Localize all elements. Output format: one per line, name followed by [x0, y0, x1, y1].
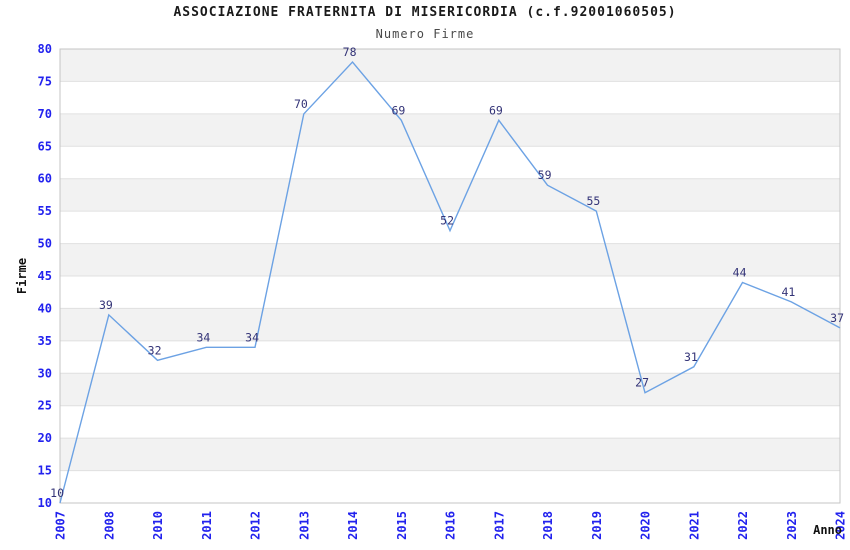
x-axis-title: Anno [813, 523, 842, 537]
data-point-label: 44 [733, 266, 747, 280]
grid-band [60, 276, 840, 309]
x-tick-label: 2021 [687, 511, 701, 540]
x-tick-label: 2018 [541, 511, 555, 540]
grid-band [60, 113, 840, 147]
chart-title: ASSOCIAZIONE FRATERNITA DI MISERICORDIA … [173, 5, 677, 20]
grid-band [60, 146, 840, 179]
y-tick-label: 55 [38, 204, 52, 218]
chart-subtitle: Numero Firme [375, 27, 475, 41]
x-tick-label: 2008 [102, 511, 116, 540]
data-point-label: 32 [148, 343, 162, 357]
data-point-label: 41 [781, 285, 795, 299]
grid-band [60, 308, 840, 341]
y-axis-title: Firme [15, 257, 29, 295]
data-point-label: 70 [294, 97, 308, 111]
data-point-label: 39 [99, 298, 113, 312]
y-tick-label: 75 [38, 74, 52, 88]
grid-band [60, 340, 840, 374]
data-point-label: 69 [489, 103, 503, 117]
y-tick-label: 10 [38, 496, 52, 510]
x-tick-label: 2020 [639, 511, 653, 540]
x-tick-label: 2017 [492, 511, 506, 540]
y-tick-label: 50 [38, 237, 52, 251]
x-tick-label: 2016 [444, 511, 458, 540]
y-tick-label: 40 [38, 301, 52, 315]
x-tick-label: 2011 [200, 511, 214, 540]
data-point-label: 59 [538, 168, 552, 182]
grid-band [60, 243, 840, 276]
x-tick-label: 2010 [151, 511, 165, 540]
grid-band [60, 405, 840, 439]
series-line [59, 60, 841, 504]
data-point-label: 69 [391, 103, 405, 117]
data-point-label: 31 [684, 350, 698, 364]
data-point-label: 37 [830, 311, 844, 325]
y-tick-label: 65 [38, 139, 52, 153]
grid-band [60, 470, 840, 503]
y-tick-label: 45 [38, 269, 52, 283]
x-tick-label: 2022 [736, 511, 750, 540]
y-tick-label: 60 [38, 172, 52, 186]
data-point-label: 78 [343, 45, 357, 59]
data-point-label: 52 [440, 214, 454, 228]
grid-band [60, 49, 840, 82]
grid-band [60, 438, 840, 471]
y-tick-label: 25 [38, 399, 52, 413]
y-tick-label: 35 [38, 334, 52, 348]
data-point-label: 34 [196, 330, 210, 344]
data-point-label: 27 [635, 376, 649, 390]
plot-border [59, 48, 841, 504]
data-point-label: 10 [50, 486, 64, 500]
grid-band [60, 81, 840, 114]
y-tick-label: 30 [38, 366, 52, 380]
y-tick-label: 15 [38, 464, 52, 478]
grid-band [60, 178, 840, 212]
x-tick-label: 2012 [249, 511, 263, 540]
grid-band [60, 211, 840, 244]
x-tick-label: 2015 [395, 511, 409, 540]
x-tick-label: 2014 [346, 511, 360, 540]
x-tick-label: 2007 [54, 511, 68, 540]
x-tick-label: 2019 [590, 511, 604, 540]
data-point-label: 34 [245, 330, 259, 344]
y-tick-label: 70 [38, 107, 52, 121]
x-tick-label: 2023 [785, 511, 799, 540]
x-tick-label: 2024 [834, 511, 848, 540]
y-tick-label: 80 [38, 42, 52, 56]
y-tick-label: 20 [38, 431, 52, 445]
data-point-label: 55 [586, 194, 600, 208]
grid-band [60, 373, 840, 406]
x-tick-label: 2013 [297, 511, 311, 540]
